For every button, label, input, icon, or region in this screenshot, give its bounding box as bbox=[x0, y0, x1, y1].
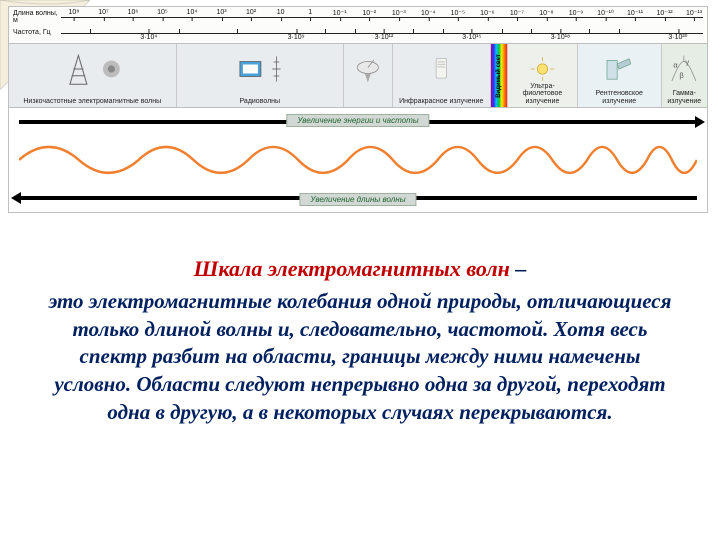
frequency-tick: 3·10¹² bbox=[375, 34, 394, 41]
frequency-scale: Частота, Гц 3·10⁴ 3·10⁹ 3·10¹² 3·10¹⁵ 3·10¹⁸… bbox=[9, 25, 707, 41]
wavelength-tick: 1 bbox=[308, 9, 312, 16]
svg-text:β: β bbox=[680, 71, 685, 80]
spectrum-regions: Низкочастотные электромагнитные волны Рад… bbox=[9, 44, 707, 108]
region-gamma: αγβ Гамма-излучение bbox=[662, 44, 707, 107]
title-dash: – bbox=[510, 256, 527, 281]
wavelength-label: Длина волны, м bbox=[9, 10, 61, 25]
gamma-icon: αγβ bbox=[666, 50, 702, 88]
region-heater: Инфракрасное излучение bbox=[393, 44, 491, 107]
wavelength-tick: 10⁻⁷ bbox=[510, 9, 524, 17]
region-dish bbox=[344, 44, 393, 107]
frequency-tick: 3·10¹⁸ bbox=[551, 34, 570, 41]
region-radio: Радиоволны bbox=[177, 44, 345, 107]
wavelength-tick: 10⁻⁸ bbox=[539, 9, 553, 17]
wavelength-tick: 10³ bbox=[217, 9, 227, 16]
wavelength-scale: Длина волны, м 10⁸10⁷10⁶10⁵10⁴10³10²1011… bbox=[9, 9, 707, 25]
wavelength-tick: 10⁷ bbox=[98, 9, 108, 16]
wavelength-tick: 10⁻¹³ bbox=[686, 9, 702, 17]
region-tower: Низкочастотные электромагнитные волны bbox=[9, 44, 177, 107]
scale-block: Длина волны, м 10⁸10⁷10⁶10⁵10⁴10³10²1011… bbox=[9, 7, 707, 44]
xray-icon bbox=[586, 50, 652, 88]
page-title: Шкала электромагнитных волн – bbox=[40, 256, 680, 282]
tower-icon bbox=[26, 50, 159, 88]
wavelength-tick: 10⁶ bbox=[128, 9, 139, 16]
frequency-track: 3·10⁴ 3·10⁹ 3·10¹² 3·10¹⁵ 3·10¹⁸ 3·10²⁰ bbox=[61, 25, 707, 41]
wavelength-tick: 10⁻⁵ bbox=[451, 9, 465, 17]
wavelength-tick: 10⁻⁶ bbox=[480, 9, 494, 17]
region-label: Гамма-излучение bbox=[664, 90, 705, 105]
region-label: Радиоволны bbox=[179, 98, 342, 105]
wavelength-tick: 10² bbox=[246, 9, 256, 16]
region-xray: Рентгеновское излучение bbox=[578, 44, 662, 107]
em-wave bbox=[19, 128, 697, 192]
frequency-tick: 3·10¹⁵ bbox=[462, 34, 481, 41]
wavelength-tick: 10⁻¹¹ bbox=[627, 9, 643, 17]
radio-icon bbox=[193, 50, 326, 88]
region-label: Рентгеновское излучение bbox=[580, 90, 659, 105]
title-main: Шкала электромагнитных волн bbox=[194, 256, 510, 281]
region-sun: Ультра-фиолетовоеизлучение bbox=[508, 44, 578, 107]
frequency-tick: 3·10²⁰ bbox=[668, 33, 687, 41]
region-label: Ультра-фиолетовоеизлучение bbox=[510, 83, 575, 105]
region-label: Инфракрасное излучение bbox=[395, 98, 488, 105]
frequency-tick: 3·10⁴ bbox=[140, 34, 157, 41]
wavelength-tick: 10⁻¹⁰ bbox=[597, 9, 614, 17]
wavelength-tick: 10⁻⁴ bbox=[421, 9, 436, 17]
wavelength-tick: 10⁻¹² bbox=[656, 9, 672, 17]
wavelength-tick: 10 bbox=[277, 9, 285, 16]
wavelength-tick: 10⁻¹ bbox=[333, 9, 347, 17]
heater-icon bbox=[403, 50, 480, 88]
wavelength-tick: 10⁴ bbox=[187, 9, 198, 16]
wavelength-tick: 10⁻² bbox=[362, 9, 376, 17]
wavelength-tick: 10⁵ bbox=[157, 9, 168, 16]
wavelength-arrowhead bbox=[11, 192, 21, 204]
energy-arrowhead bbox=[695, 116, 705, 128]
wavelength-track: 10⁸ 10⁷ 10⁶ 10⁵ 10⁴ 10³ 10² 10 1 10⁻¹ 10⁻² 10⁻³ 10⁻⁴… bbox=[61, 9, 707, 25]
frequency-tick: 3·10⁹ bbox=[288, 34, 305, 41]
wavelength-tick: 10⁸ bbox=[69, 9, 80, 16]
frequency-label: Частота, Гц bbox=[9, 29, 61, 36]
em-spectrum-diagram: Длина волны, м 10⁸10⁷10⁶10⁵10⁴10³10²1011… bbox=[8, 6, 708, 213]
region-label: Низкочастотные электромагнитные волны bbox=[11, 98, 174, 105]
energy-arrow-label: Увеличение энергии и частоты bbox=[286, 114, 429, 127]
wave-and-arrows: Увеличение энергии и частоты Увеличение … bbox=[9, 108, 707, 212]
dish-icon bbox=[349, 50, 387, 88]
body-paragraph: это электромагнитные колебания одной при… bbox=[40, 288, 680, 427]
wavelength-arrow-label: Увеличение длины волны bbox=[299, 193, 416, 206]
wavelength-tick: 10⁻³ bbox=[392, 9, 406, 17]
wavelength-tick: 10⁻⁹ bbox=[569, 9, 583, 17]
region-none: Видимый свет bbox=[491, 44, 508, 107]
